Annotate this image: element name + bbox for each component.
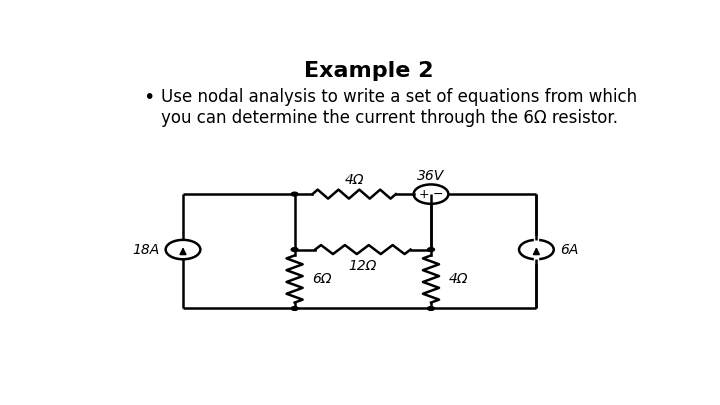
Circle shape [291, 192, 298, 196]
Text: you can determine the current through the 6Ω resistor.: you can determine the current through th… [161, 109, 618, 127]
Circle shape [428, 248, 434, 252]
Text: Use nodal analysis to write a set of equations from which: Use nodal analysis to write a set of equ… [161, 88, 637, 107]
Circle shape [291, 307, 298, 310]
Text: 6Ω: 6Ω [312, 272, 331, 286]
Text: 12Ω: 12Ω [348, 259, 377, 273]
Text: 4Ω: 4Ω [344, 173, 364, 187]
Text: 6A: 6A [560, 243, 578, 257]
Text: −: − [433, 188, 444, 200]
Text: •: • [143, 88, 154, 107]
Text: 36V: 36V [418, 169, 445, 183]
Circle shape [291, 248, 298, 252]
Text: +: + [418, 188, 429, 200]
Circle shape [428, 307, 434, 310]
Text: 18A: 18A [132, 243, 159, 257]
Text: Example 2: Example 2 [305, 61, 433, 81]
Text: 4Ω: 4Ω [449, 272, 468, 286]
